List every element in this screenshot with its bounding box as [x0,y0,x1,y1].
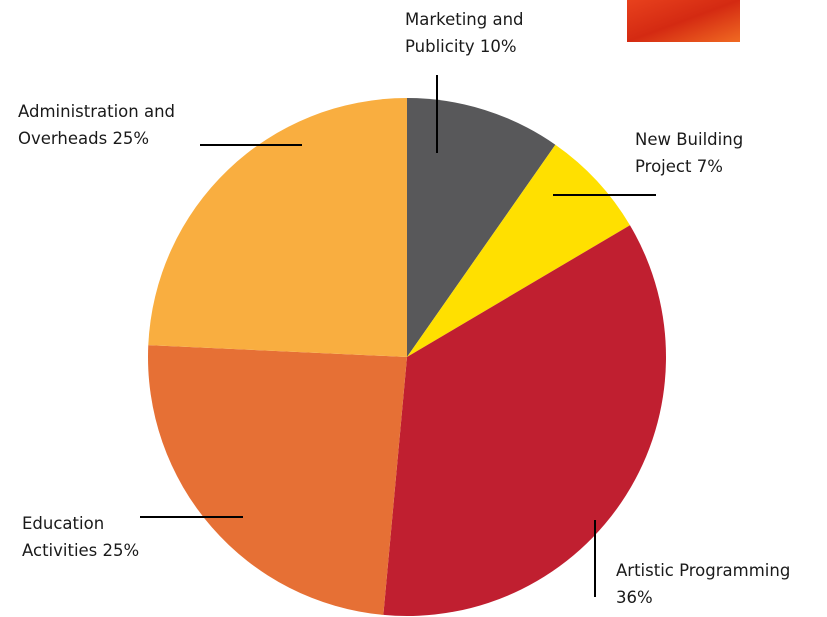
slice-label: Administration and Overheads 25% [18,98,208,152]
slice-label: Education Activities 25% [22,510,172,564]
category-label: Administration and Overheads [18,102,175,148]
category-label: New Building Project [635,130,743,176]
category-label: Artistic Programming [616,561,790,580]
page: Marketing and Publicity 10% New Building… [0,0,827,617]
value-label: 25% [103,541,140,560]
pie [148,98,666,616]
value-label: 36% [616,588,653,607]
value-label: 10% [480,37,517,56]
decoration [627,0,740,42]
slice-label: Artistic Programming 36% [616,557,796,611]
slice-label: Marketing and Publicity 10% [405,6,545,60]
value-label: 25% [112,129,149,148]
category-label: Education Activities [22,514,104,560]
slice-label: New Building Project 7% [635,126,770,180]
value-label: 7% [697,157,723,176]
pie-slice [148,345,407,615]
